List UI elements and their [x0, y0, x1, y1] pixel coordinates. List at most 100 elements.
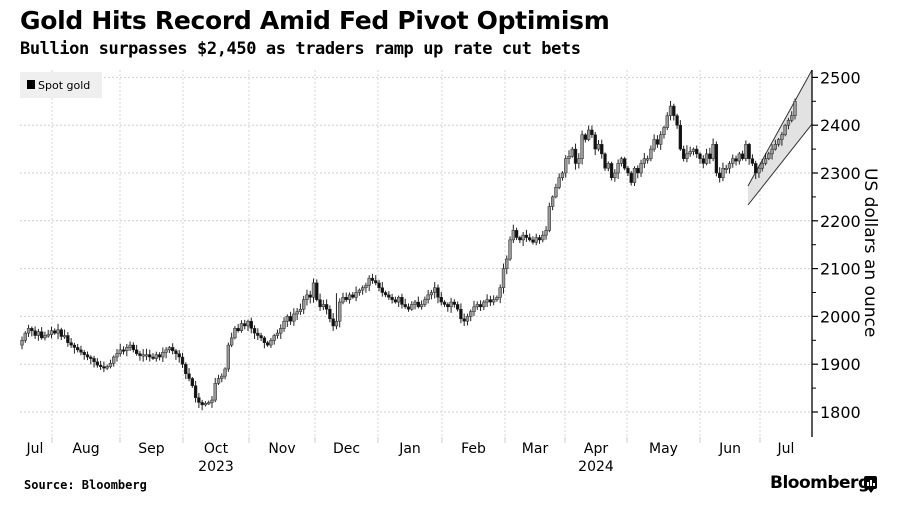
candle-body: [613, 172, 617, 179]
candle-body: [121, 349, 126, 352]
candle-body: [501, 268, 506, 288]
candle-body: [23, 332, 27, 341]
candle-body: [246, 320, 250, 327]
candle-body: [197, 397, 201, 403]
candle-body: [734, 158, 738, 162]
candle-body: [187, 373, 191, 379]
candle-body: [115, 353, 119, 358]
candle-body: [727, 163, 732, 169]
candle-body: [554, 187, 558, 198]
candle-body: [144, 354, 149, 357]
candle-body: [593, 134, 597, 150]
candle-body: [347, 294, 352, 300]
candle-body: [537, 237, 542, 241]
y-tick-label: 2200: [820, 212, 861, 231]
candle-body: [744, 144, 748, 159]
candle-body: [488, 299, 493, 303]
candle-body: [141, 354, 145, 357]
candle-body: [367, 277, 371, 286]
x-tick-label: Dec: [333, 441, 360, 457]
candle-body: [524, 234, 529, 238]
candle-body: [485, 299, 489, 303]
x-tick-label: May: [649, 441, 678, 457]
x-tick-label: Mar: [522, 441, 549, 457]
candle-body: [112, 356, 116, 364]
candle-body: [410, 304, 414, 310]
candle-body: [128, 344, 132, 348]
x-tick-label: Aug: [72, 441, 99, 457]
candle-body: [161, 352, 165, 358]
candle-body: [180, 356, 185, 365]
x-tick-label: Jul: [26, 441, 44, 457]
candle-body: [606, 163, 610, 169]
legend-swatch: [27, 80, 35, 89]
candle-body: [731, 158, 735, 164]
x-tick-label: Apr: [584, 441, 608, 457]
candle-body: [279, 328, 283, 334]
candle-body: [757, 167, 761, 174]
candle-body: [236, 328, 240, 331]
candle-body: [714, 144, 719, 174]
candle-body: [30, 328, 34, 331]
candle-body: [171, 347, 175, 352]
y-tick-label: 2500: [820, 68, 861, 87]
candle-body: [193, 385, 198, 398]
candle-body: [740, 153, 745, 159]
candle-body: [377, 282, 381, 288]
candle-body: [776, 139, 781, 145]
y-tick-label: 1800: [820, 403, 861, 422]
candle-body: [560, 172, 565, 179]
candle-body: [675, 115, 679, 126]
candle-body: [305, 294, 309, 300]
candle-body: [406, 306, 411, 310]
candle-body: [269, 340, 273, 346]
candle-body: [151, 356, 155, 359]
x-tick-label: Sep: [138, 441, 165, 457]
candle-body: [472, 306, 476, 312]
candle-body: [678, 124, 683, 150]
candle-body: [272, 335, 276, 341]
candle-body: [354, 292, 358, 298]
candle-body: [26, 328, 31, 334]
candle-body: [324, 304, 329, 310]
candle-body: [383, 292, 388, 296]
gridlines: [20, 70, 812, 437]
source-note: Source: Bloomberg: [24, 478, 147, 492]
candle-body: [770, 148, 774, 155]
candle-body: [449, 301, 453, 308]
y-tick-label: 2000: [820, 307, 861, 326]
candle-body: [711, 144, 715, 159]
candle-body: [577, 158, 581, 164]
candle-body: [600, 144, 604, 155]
bloomberg-chart-icon: [864, 476, 877, 493]
candle-body: [266, 342, 270, 346]
candle-body: [541, 234, 545, 241]
candle-body: [423, 299, 427, 305]
candle-body: [76, 347, 80, 351]
chart-title: Gold Hits Record Amid Fed Pivot Optimism: [20, 6, 610, 35]
candle-body: [125, 347, 129, 352]
candle-body: [89, 356, 93, 359]
candle-body: [645, 158, 650, 161]
candle-body: [786, 120, 791, 126]
candle-body: [275, 332, 280, 336]
candle-body: [754, 163, 758, 174]
candle-body: [521, 234, 525, 241]
candle-body: [652, 139, 656, 150]
candle-body: [639, 163, 643, 174]
candle-body: [482, 301, 486, 308]
candle-body: [360, 287, 365, 291]
candle-body: [184, 363, 188, 375]
candle-body: [413, 301, 417, 305]
candle-body: [344, 297, 348, 300]
candle-body: [462, 318, 466, 322]
candle-body: [40, 331, 44, 339]
candles: [20, 98, 797, 411]
candle-body: [243, 323, 247, 327]
candle-body: [207, 402, 211, 405]
candle-body: [629, 172, 633, 183]
candle-body: [102, 366, 106, 369]
candle-body: [223, 368, 227, 377]
candle-body: [642, 158, 646, 164]
